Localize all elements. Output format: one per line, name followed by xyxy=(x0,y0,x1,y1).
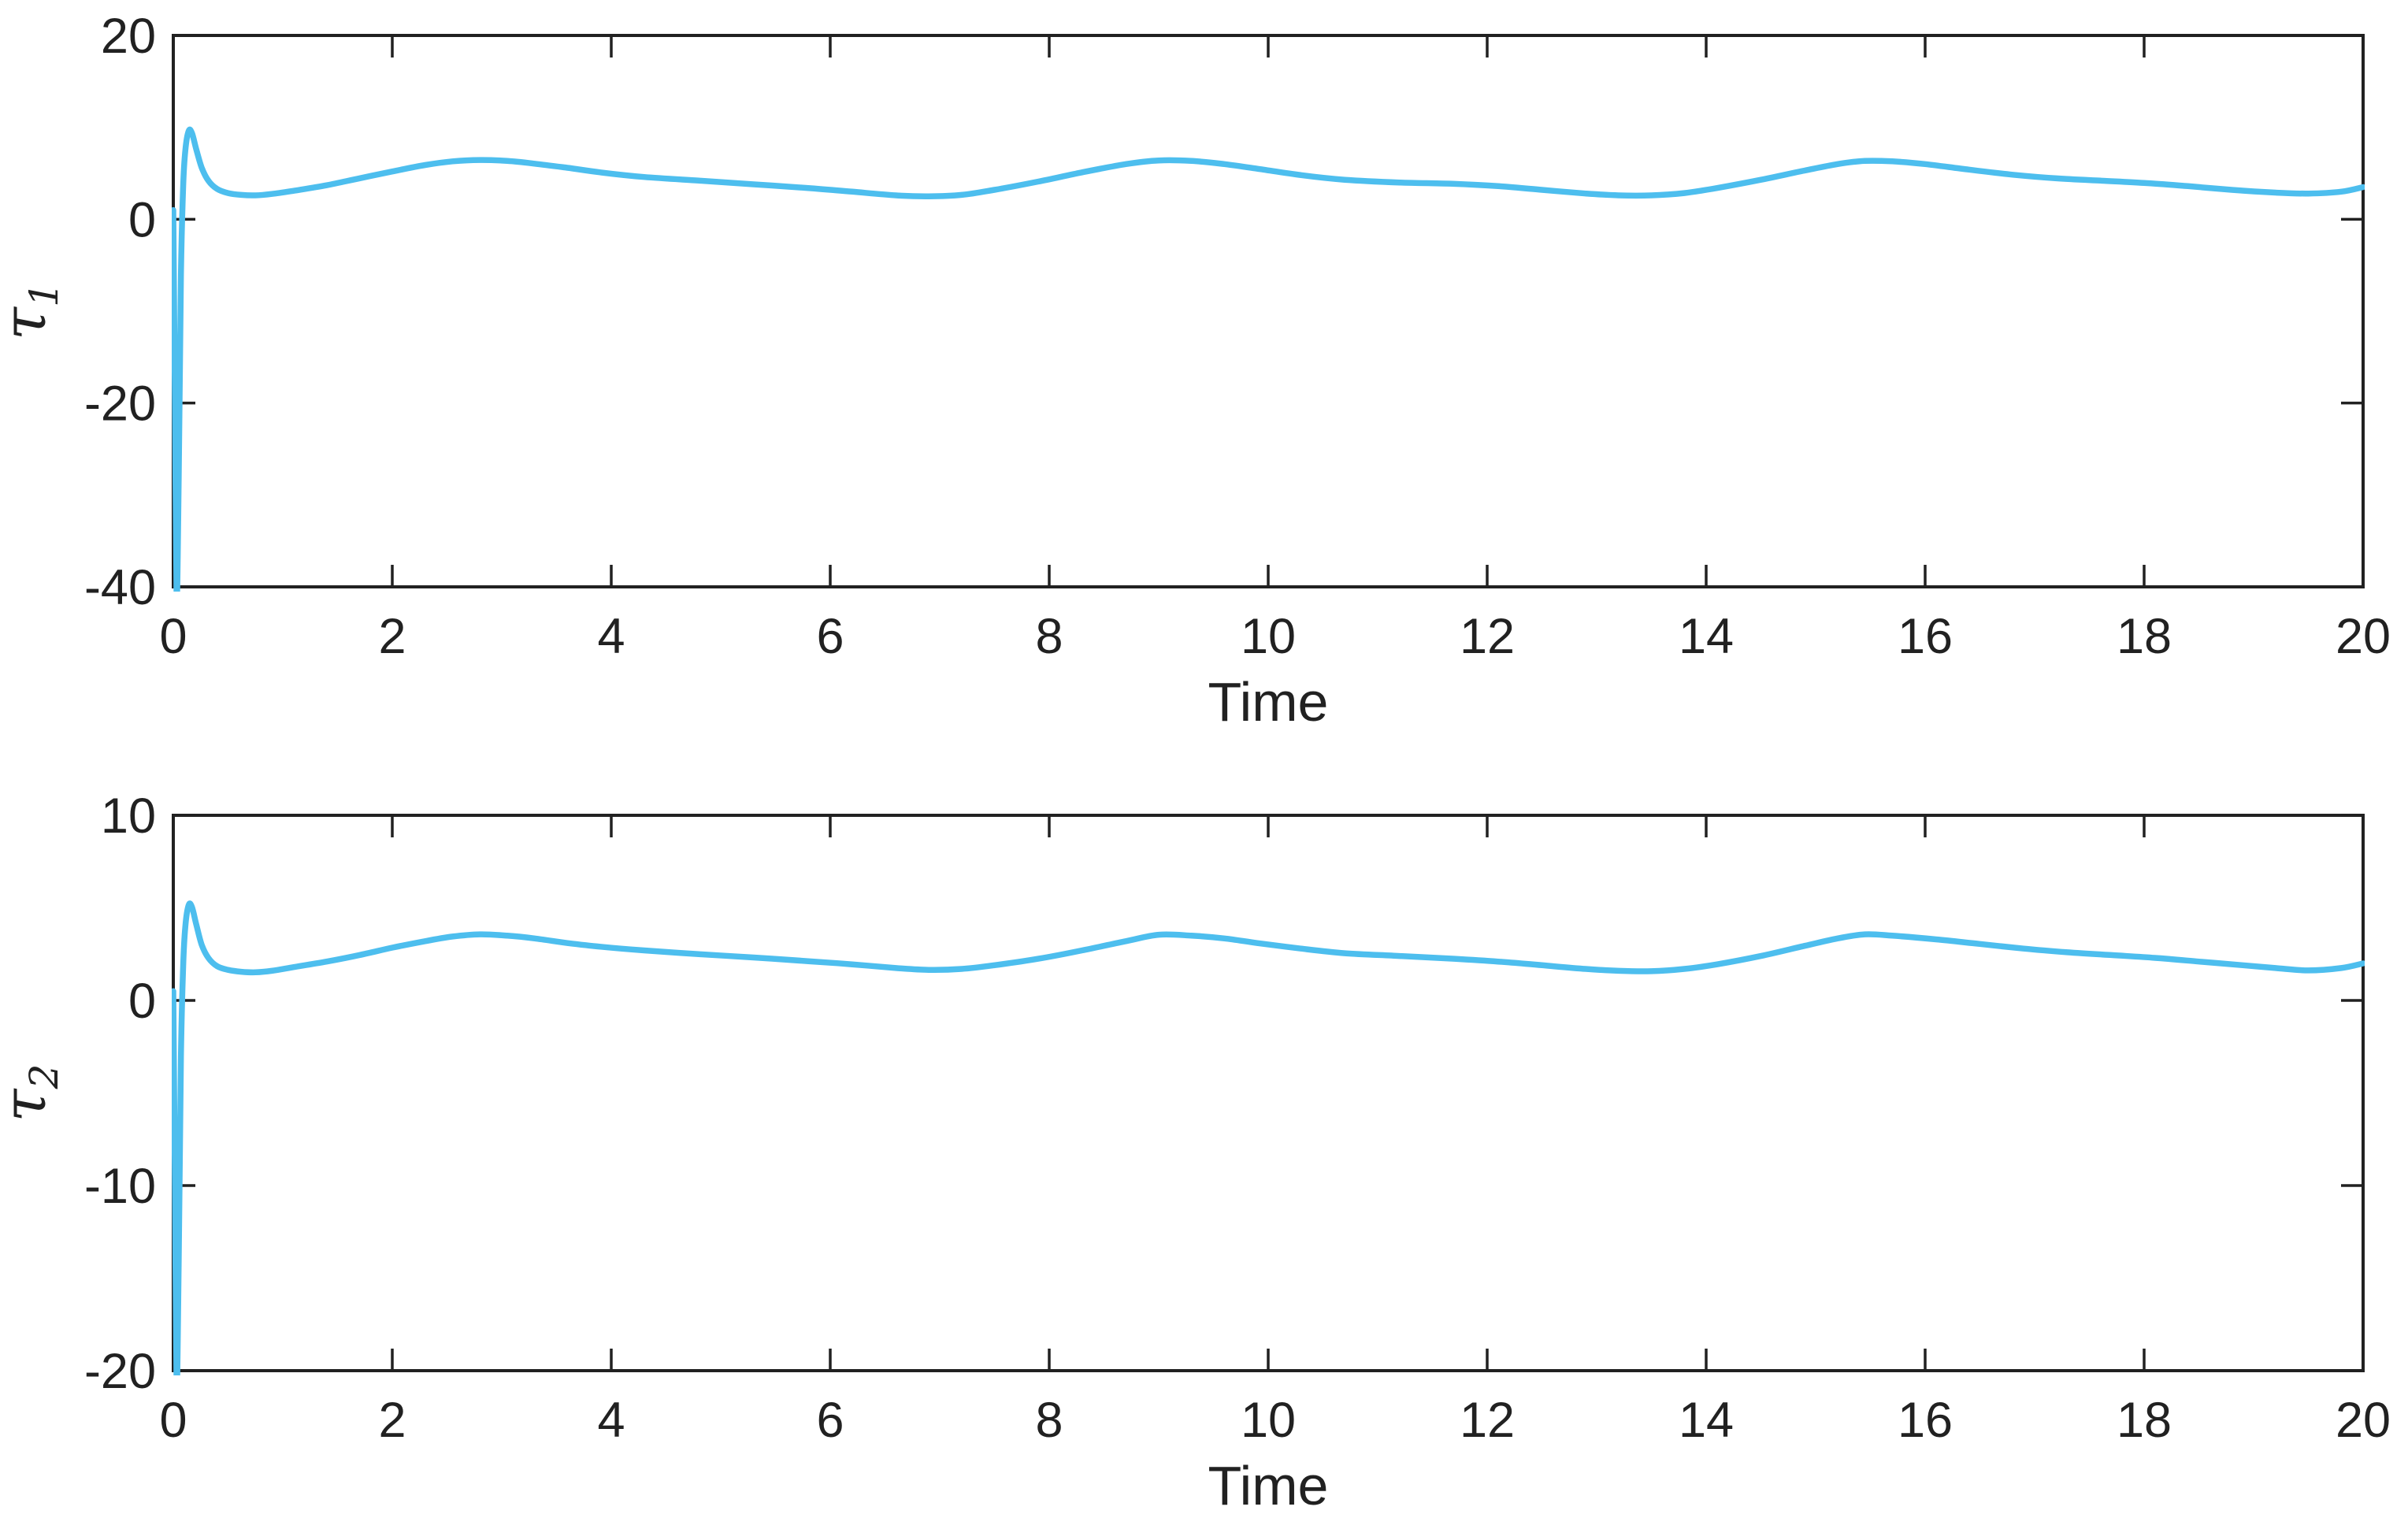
data-line-tau2 xyxy=(172,900,2365,1375)
tick-marks xyxy=(172,34,2365,588)
x-tick-label: 2 xyxy=(378,609,406,664)
x-tick-label: 8 xyxy=(1035,1393,1063,1448)
x-tick-label: 18 xyxy=(2117,609,2172,664)
x-tick-label: 16 xyxy=(1898,609,1953,664)
tick-labels: 0 2 4 6 8 10 12 14 16 18 20 20 0 -20 -40 xyxy=(84,9,2391,664)
subplot-tau1: 0 2 4 6 8 10 12 14 16 18 20 20 0 -20 -40 Time τ1 xyxy=(0,9,2391,733)
y-tick-label: -20 xyxy=(84,377,156,432)
x-tick-label: 4 xyxy=(597,1393,625,1448)
x-tick-label: 16 xyxy=(1898,1393,1953,1448)
y-tick-label: 0 xyxy=(128,974,156,1029)
y-axis-label: τ1 xyxy=(0,282,67,340)
y-tick-label: 0 xyxy=(128,192,156,247)
y-tick-label: 10 xyxy=(101,789,156,844)
y-axis-label: τ2 xyxy=(0,1064,67,1123)
x-tick-label: 4 xyxy=(597,609,625,664)
x-axis-label: Time xyxy=(1208,1455,1329,1516)
x-tick-label: 8 xyxy=(1035,609,1063,664)
x-tick-label: 0 xyxy=(159,1393,187,1448)
y-axis-label-subscript: 2 xyxy=(21,1064,67,1090)
x-axis-label: Time xyxy=(1208,671,1329,733)
x-tick-label: 18 xyxy=(2117,1393,2172,1448)
x-tick-label: 12 xyxy=(1460,609,1515,664)
x-tick-label: 14 xyxy=(1679,1393,1734,1448)
tick-labels: 0 2 4 6 8 10 12 14 16 18 20 10 0 -10 -20 xyxy=(84,789,2391,1448)
x-tick-label: 10 xyxy=(1241,609,1296,664)
x-tick-label: 12 xyxy=(1460,1393,1515,1448)
x-tick-label: 6 xyxy=(816,609,844,664)
y-tick-label: 20 xyxy=(101,9,156,64)
x-tick-label: 20 xyxy=(2336,609,2391,664)
y-tick-label: -20 xyxy=(84,1344,156,1399)
x-tick-label: 10 xyxy=(1241,1393,1296,1448)
tick-marks xyxy=(172,814,2365,1372)
y-tick-label: -40 xyxy=(84,560,156,615)
y-axis-label-subscript: 1 xyxy=(21,282,67,307)
x-tick-label: 2 xyxy=(378,1393,406,1448)
axes-box xyxy=(172,814,2365,1372)
x-tick-label: 20 xyxy=(2336,1393,2391,1448)
subplot-tau2: 0 2 4 6 8 10 12 14 16 18 20 10 0 -10 -20 Time τ2 xyxy=(0,789,2391,1516)
x-tick-label: 14 xyxy=(1679,609,1734,664)
x-tick-label: 6 xyxy=(816,1393,844,1448)
y-tick-label: -10 xyxy=(84,1159,156,1214)
axes-box xyxy=(172,34,2365,588)
x-tick-label: 0 xyxy=(159,609,187,664)
data-line-tau1 xyxy=(172,126,2365,592)
